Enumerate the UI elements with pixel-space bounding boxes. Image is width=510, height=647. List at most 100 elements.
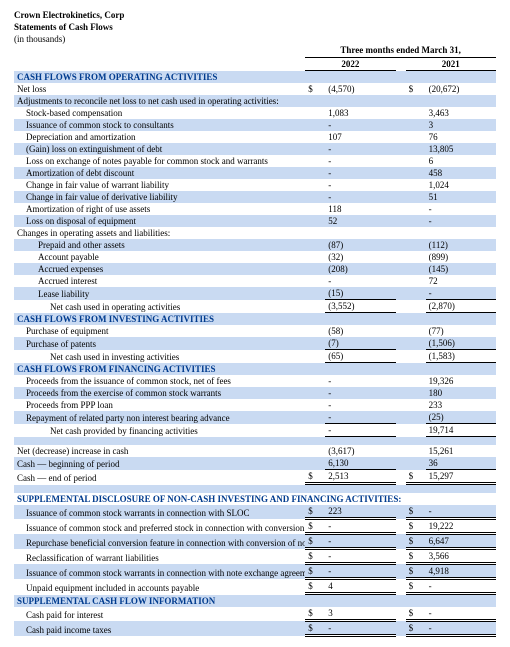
row-val: 223 (325, 505, 395, 519)
currency: $ (305, 519, 325, 534)
row-label: Cash — end of period (14, 470, 305, 484)
row-label: Proceeds from the issuance of common sto… (14, 375, 305, 387)
row-val: 6 (426, 155, 496, 167)
row-val: - (325, 564, 395, 579)
row-val: 15,297 (426, 470, 496, 484)
investing-title: CASH FLOWS FROM INVESTING ACTIVITIES (14, 313, 496, 326)
row-val: 15,261 (426, 445, 496, 457)
row-label: Purchase of equipment (14, 325, 305, 337)
company-name: Crown Electrokinetics, Corp (14, 10, 496, 20)
currency: $ (406, 534, 426, 549)
row-val: (20,672) (426, 83, 496, 95)
row-val: 118 (325, 203, 395, 215)
currency: $ (305, 607, 325, 621)
row-val: (58) (325, 325, 395, 337)
row-val: 19,714 (426, 424, 496, 437)
row-label: Change in fair value of warrant liabilit… (14, 179, 305, 191)
row-val: 3 (325, 607, 395, 621)
row-val: 52 (325, 215, 395, 227)
row-val: (208) (325, 263, 395, 275)
row-label: Prepaid and other assets (14, 239, 305, 251)
row-label: Issuance of common stock warrants in con… (14, 505, 305, 519)
row-val: 1,083 (325, 107, 395, 119)
row-label: Net loss (14, 83, 305, 95)
row-val: - (325, 519, 395, 534)
row-val: 3 (426, 119, 496, 131)
supplemental-title-1: SUPPLEMENTAL DISCLOSURE OF NON-CASH INVE… (14, 493, 496, 505)
row-label: Issuance of common stock and preferred s… (14, 519, 305, 534)
row-val: - (426, 505, 496, 519)
row-val: (4,570) (325, 83, 395, 95)
currency: $ (406, 621, 426, 636)
row-val: - (426, 203, 496, 215)
row-val: 233 (426, 399, 496, 411)
row-val: 76 (426, 131, 496, 143)
row-label: Cash paid for interest (14, 607, 305, 621)
row-val: - (325, 534, 395, 549)
currency: $ (305, 505, 325, 519)
row-label: Accrued interest (14, 275, 305, 287)
row-val: 19,326 (426, 375, 496, 387)
row-val: 19,222 (426, 519, 496, 534)
row-val: - (426, 621, 496, 636)
row-val: 13,805 (426, 143, 496, 155)
row-val: (2,870) (426, 300, 496, 313)
row-label: Stock-based compensation (14, 107, 305, 119)
row-val: (899) (426, 251, 496, 263)
row-label: Repurchase beneficial conversion feature… (14, 534, 305, 549)
row-val: (87) (325, 239, 395, 251)
row-val: - (426, 287, 496, 300)
year-col-1: 2022 (305, 58, 395, 71)
currency: $ (406, 470, 426, 484)
row-label: Unpaid equipment included in accounts pa… (14, 579, 305, 594)
financing-title: CASH FLOWS FROM FINANCING ACTIVITIES (14, 363, 496, 376)
row-val: - (325, 411, 395, 424)
row-val: (32) (325, 251, 395, 263)
row-val: (145) (426, 263, 496, 275)
currency: $ (305, 579, 325, 594)
row-val: - (325, 143, 395, 155)
row-label: Purchase of patents (14, 337, 305, 350)
currency: $ (305, 470, 325, 484)
row-label: Issuance of common stock to consultants (14, 119, 305, 131)
row-label: Loss on disposal of equipment (14, 215, 305, 227)
row-val: - (325, 119, 395, 131)
currency: $ (406, 519, 426, 534)
row-val: (15) (325, 287, 395, 300)
row-val: 2,513 (325, 470, 395, 484)
row-val: - (325, 424, 395, 437)
cash-flow-table: Three months ended March 31, 2022 2021 C… (14, 44, 496, 637)
currency: $ (305, 564, 325, 579)
row-label: Depreciation and amortization (14, 131, 305, 143)
currency: $ (406, 607, 426, 621)
row-label: Proceeds from the exercise of common sto… (14, 387, 305, 399)
row-label: Net cash provided by financing activitie… (14, 424, 305, 437)
row-label: Net (decrease) increase in cash (14, 445, 305, 457)
supplemental-title-2: SUPPLEMENTAL CASH FLOW INFORMATION (14, 594, 496, 608)
currency: $ (406, 564, 426, 579)
row-val: - (426, 215, 496, 227)
currency: $ (305, 534, 325, 549)
currency: $ (406, 579, 426, 594)
row-label: Account payable (14, 251, 305, 263)
row-label: Issuance of common stock warrants in con… (14, 564, 305, 579)
row-val: - (325, 375, 395, 387)
row-label: Reclassification of warrant liabilities (14, 549, 305, 564)
row-val: - (325, 167, 395, 179)
row-val: (77) (426, 325, 496, 337)
row-val: - (325, 155, 395, 167)
row-val: 3,463 (426, 107, 496, 119)
currency: $ (406, 83, 426, 95)
period-header: Three months ended March 31, (305, 44, 496, 58)
row-val: (1,506) (426, 337, 496, 350)
row-val: (25) (426, 411, 496, 424)
row-label: Net cash used in operating activities (14, 300, 305, 313)
row-val: 107 (325, 131, 395, 143)
row-label: Accrued expenses (14, 263, 305, 275)
row-val: 4 (325, 579, 395, 594)
row-val: - (325, 621, 395, 636)
currency: $ (406, 549, 426, 564)
row-val: 3,566 (426, 549, 496, 564)
row-label: Proceeds from PPP loan (14, 399, 305, 411)
row-label: Repayment of related party non interest … (14, 411, 305, 424)
